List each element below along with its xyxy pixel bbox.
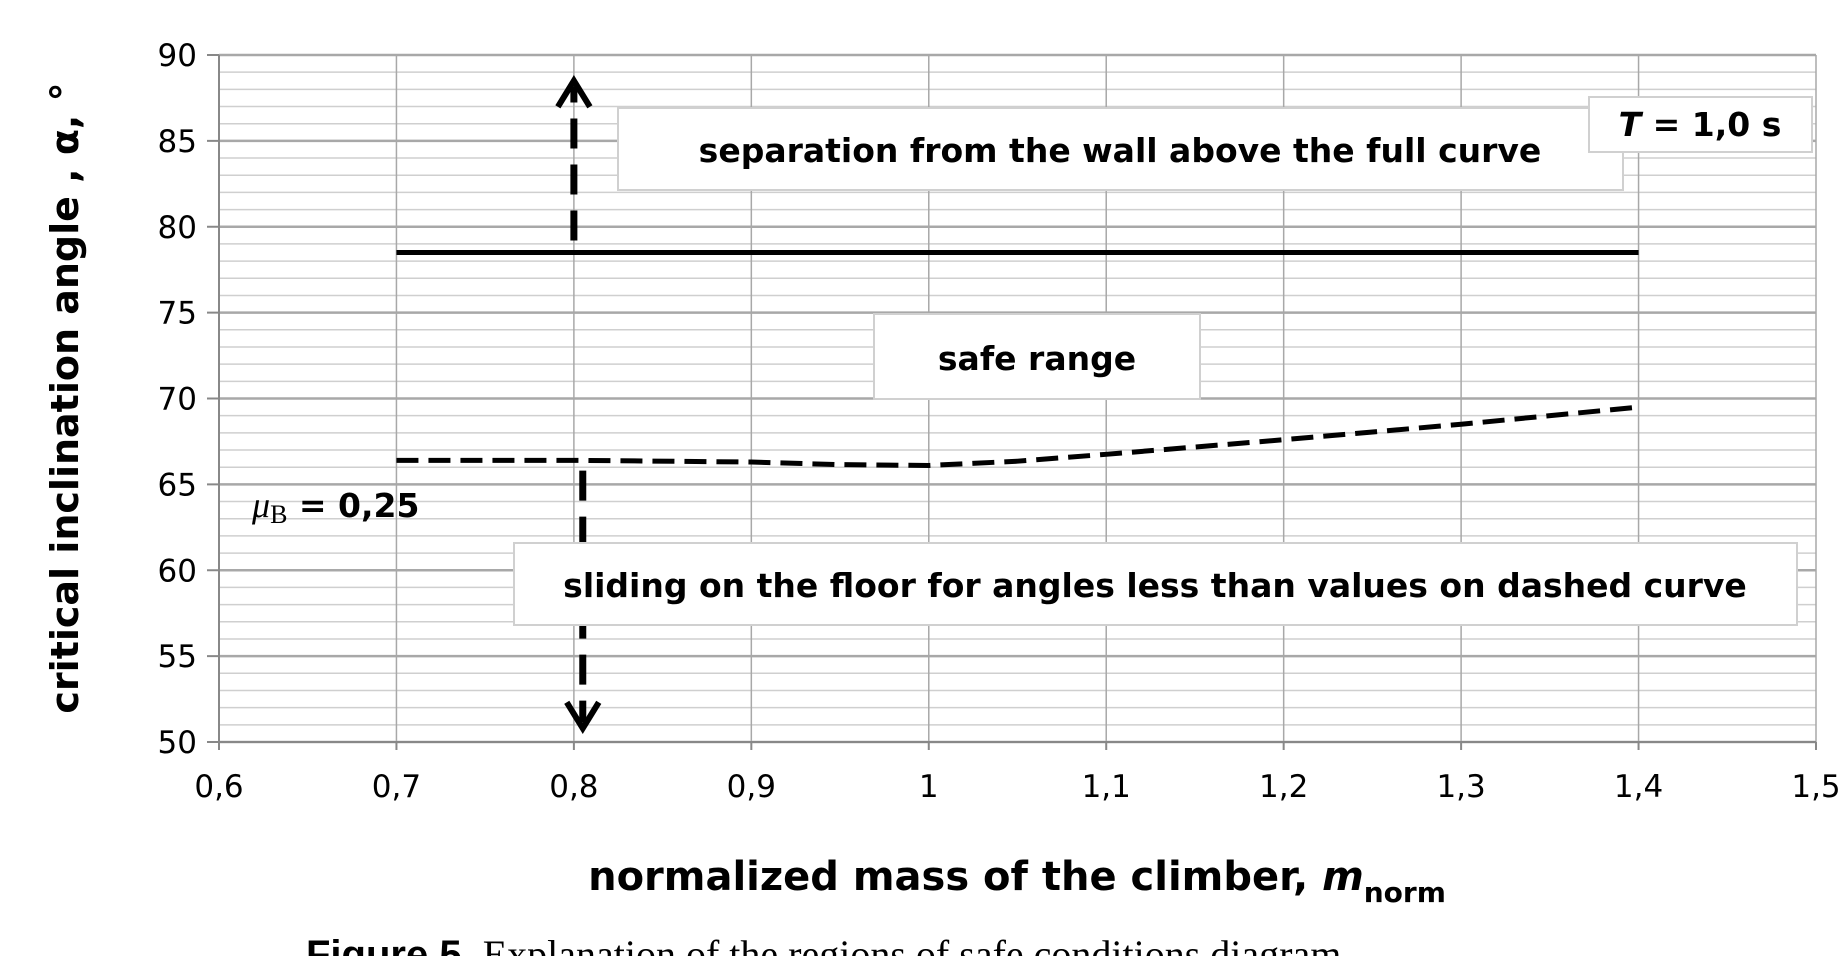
x-tick-label: 0,7 (372, 769, 421, 805)
annotation-safe-range-text: safe range (938, 339, 1136, 378)
arrows (555, 75, 602, 734)
y-tick-label: 80 (158, 210, 197, 246)
annotation-mu: μB = 0,25 (251, 485, 419, 529)
annotation-period: T = 1,0 s (1588, 96, 1813, 153)
annotation-sliding: sliding on the floor for angles less tha… (513, 542, 1798, 626)
x-tick-label: 0,9 (727, 769, 776, 805)
annotation-period-text: T = 1,0 s (1619, 105, 1782, 144)
x-tick-label: 1,1 (1082, 769, 1131, 805)
y-tick-label: 65 (158, 467, 197, 503)
x-axis-title: normalized mass of the climber, mnorm (588, 854, 1446, 909)
annotation-separation-text: separation from the wall above the full … (699, 131, 1542, 170)
annotation-separation: separation from the wall above the full … (617, 107, 1624, 191)
annotation-sliding-text: sliding on the floor for angles less tha… (563, 566, 1747, 605)
y-tick-label: 55 (158, 639, 197, 675)
x-tick-label: 0,8 (549, 769, 598, 805)
axes: 0,6 0,7 0,8 0,9 1 1,1 1,2 1,3 1,4 1,5 50 55 60 65 70 75… (158, 38, 1839, 805)
y-tick-label: 90 (158, 38, 197, 74)
x-tick-label: 1,2 (1259, 769, 1308, 805)
x-tick-label: 0,6 (194, 769, 243, 805)
y-tick-label: 75 (158, 296, 197, 332)
x-tick-label: 1,4 (1614, 769, 1663, 805)
x-tick-label: 1,3 (1436, 769, 1485, 805)
y-tick-label: 60 (158, 553, 197, 589)
y-tick-label: 50 (158, 725, 197, 761)
x-tick-label: 1,5 (1791, 769, 1839, 805)
arrow-up-head-icon (555, 75, 593, 109)
series (396, 250, 1639, 468)
figure-caption: Figure 5. Explanation of the regions of … (306, 932, 1341, 956)
annotation-safe-range: safe range (873, 313, 1201, 400)
y-tick-label: 70 (158, 382, 197, 418)
y-axis-title: critical inclination angle , α, ° (43, 82, 87, 713)
y-tick-label: 85 (158, 124, 197, 160)
x-tick-label: 1 (919, 769, 939, 805)
arrow-down-head-icon (564, 700, 602, 734)
series-dashed-curve (396, 404, 1639, 468)
